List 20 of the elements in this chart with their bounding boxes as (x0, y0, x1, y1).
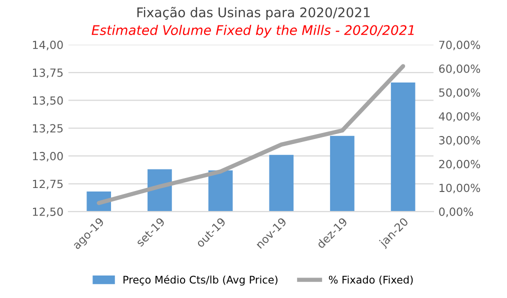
y2-tick-label: 60,00% (439, 64, 480, 74)
y2-tick-label: 0,00% (439, 208, 474, 218)
y2-tick-label: 10,00% (440, 184, 480, 194)
y-tick-label: 13,00 (32, 152, 63, 162)
legend-label: Preço Médio Cts/lb (Avg Price) (124, 275, 278, 286)
y2-tick-label: 50,00% (439, 88, 480, 98)
y2-tick-label: 20,00% (439, 160, 480, 170)
y-tick-label: 14,00 (32, 40, 63, 50)
y-tick-label: 12,50 (32, 208, 63, 218)
legend-label: % Fixado (Fixed) (328, 276, 413, 285)
y2-tick-label: 40,00% (438, 112, 480, 122)
y-tick-label: 13,25 (32, 124, 63, 134)
y2-tick-label: 30,00% (439, 136, 480, 146)
y2-tick-label: 70,00% (439, 40, 480, 50)
y-tick-label: 12,75 (32, 180, 63, 190)
y-tick-label: 13,50 (32, 96, 63, 106)
y-tick-label: 13,75 (32, 68, 63, 78)
chart-title: Fixação das Usinas para 2020/2021 (137, 6, 370, 20)
line-series (96, 64, 406, 206)
chart-subtitle: Estimated Volume Fixed by the Mills - 2020/2021 (92, 24, 414, 38)
